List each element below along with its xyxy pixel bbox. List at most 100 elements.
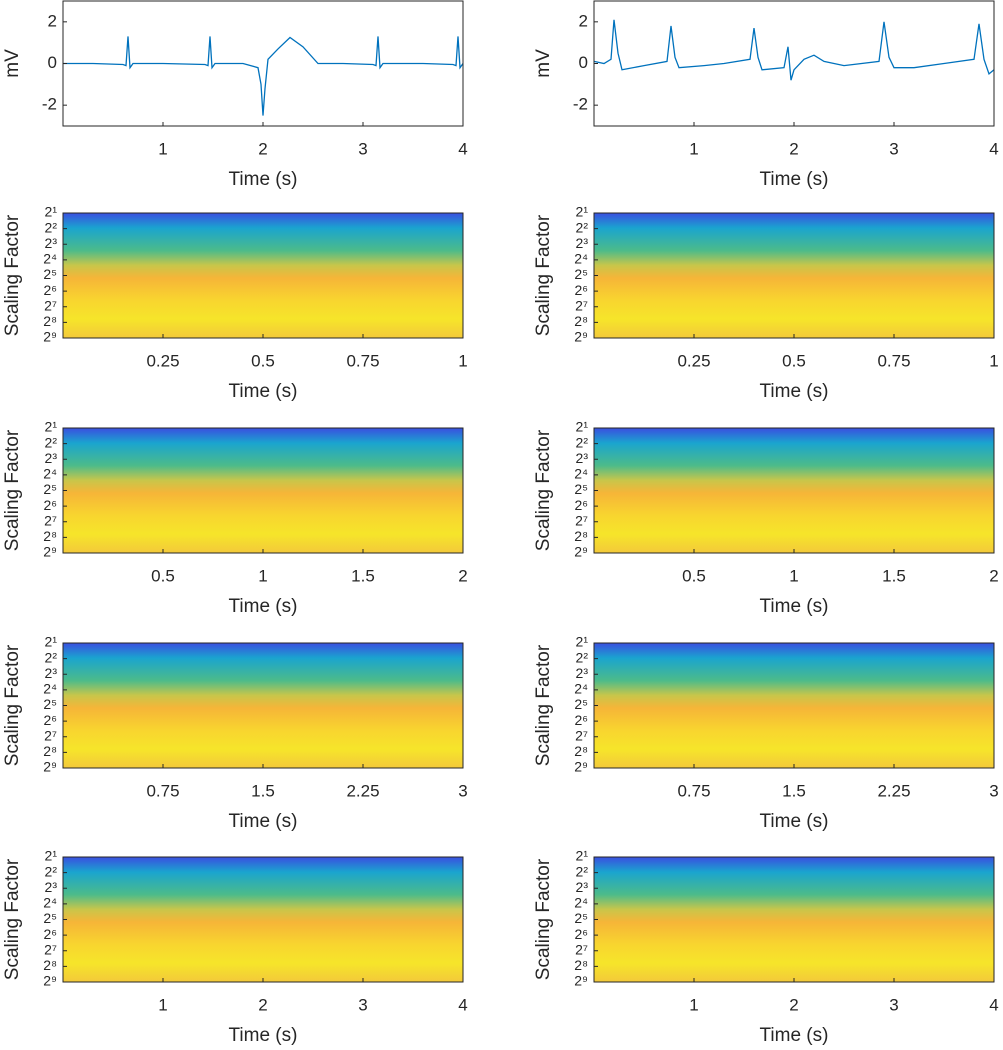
x-tick-label: 1.5 [782, 781, 806, 800]
y-axis-label: Scaling Factor [533, 858, 554, 980]
x-tick-label: 1 [158, 995, 167, 1014]
y-tick-label: 2⁶ [43, 712, 57, 728]
y-tick-label: 2⁷ [44, 297, 57, 313]
y-tick-label: 2³ [576, 879, 589, 895]
y-tick-label: 2¹ [576, 634, 589, 650]
x-tick-label: 4 [989, 139, 998, 158]
y-tick-label: 2⁹ [43, 759, 57, 775]
y-tick-label: 2² [45, 219, 58, 235]
y-axis-label: Scaling Factor [2, 214, 23, 336]
x-axis-label: Time (s) [760, 169, 829, 190]
y-tick-label: 2⁵ [574, 696, 588, 712]
y-tick-label: 2² [45, 649, 58, 665]
y-tick-label: 2² [576, 434, 589, 450]
x-tick-label: 0.25 [677, 351, 710, 370]
scalogram-image [63, 428, 463, 553]
y-tick-label: 2⁵ [574, 481, 588, 497]
x-tick-label: 3 [458, 781, 467, 800]
y-tick-label: 2⁵ [43, 266, 57, 282]
scalogram-image [594, 857, 994, 982]
y-tick-label: 2⁶ [574, 497, 588, 513]
y-tick-label: 2⁸ [43, 957, 57, 973]
scalogram-image [63, 643, 463, 768]
x-tick-label: 1 [458, 351, 467, 370]
y-tick-label: 2² [45, 434, 58, 450]
y-tick-label: 2⁹ [574, 544, 588, 560]
x-axis-label: Time (s) [760, 811, 829, 832]
y-tick-label: 2³ [45, 450, 58, 466]
scalogram-image [594, 428, 994, 553]
y-tick-label: 2⁹ [574, 973, 588, 989]
x-axis-label: Time (s) [229, 169, 298, 190]
y-tick-label: 2⁶ [574, 282, 588, 298]
y-axis-label: Scaling Factor [533, 644, 554, 766]
y-tick-label: 2⁶ [43, 497, 57, 513]
y-tick-label: 2¹ [45, 634, 58, 650]
signal-line [593, 19, 995, 81]
y-tick-label: 2⁷ [575, 941, 588, 957]
x-tick-label: 3 [889, 139, 898, 158]
y-tick-label: 2⁵ [43, 910, 57, 926]
x-tick-label: 0.5 [151, 566, 175, 585]
y-tick-label: 2² [576, 219, 589, 235]
y-tick-label: 2⁴ [574, 681, 588, 697]
y-tick-label: 2⁵ [574, 266, 588, 282]
y-tick-label: 2³ [45, 235, 58, 251]
y-tick-label: 2⁴ [43, 251, 57, 267]
x-tick-label: 1 [989, 351, 998, 370]
x-tick-label: 3 [358, 139, 367, 158]
y-axis-label: Scaling Factor [2, 644, 23, 766]
x-tick-label: 1 [689, 995, 698, 1014]
y-tick-label: 2⁸ [43, 743, 57, 759]
y-tick-label: 2⁴ [574, 895, 588, 911]
y-tick-label: 2⁷ [44, 512, 57, 528]
x-tick-label: 1 [789, 566, 798, 585]
x-tick-label: 3 [989, 781, 998, 800]
y-tick-label: 2⁴ [43, 681, 57, 697]
y-tick-label: 2⁸ [574, 313, 588, 329]
y-tick-label: 2² [576, 863, 589, 879]
y-tick-label: 2⁵ [43, 481, 57, 497]
y-tick-label: 2⁹ [574, 759, 588, 775]
x-tick-label: 4 [989, 995, 998, 1014]
y-tick-label: 2⁸ [574, 957, 588, 973]
x-axis-label: Time (s) [229, 381, 298, 402]
y-tick-label: 2⁵ [43, 696, 57, 712]
y-tick-label: 2⁸ [574, 743, 588, 759]
x-tick-label: 2.25 [346, 781, 379, 800]
x-tick-label: 2 [789, 995, 798, 1014]
y-tick-label: 0 [579, 53, 588, 72]
y-axis-label: Scaling Factor [533, 429, 554, 551]
y-tick-label: 2⁹ [43, 544, 57, 560]
x-tick-label: 1.5 [251, 781, 275, 800]
y-axis-label: mV [2, 49, 23, 78]
x-tick-label: 2 [989, 566, 998, 585]
y-tick-label: 2² [45, 863, 58, 879]
x-tick-label: 0.75 [146, 781, 179, 800]
y-tick-label: 2³ [576, 235, 589, 251]
y-axis-label: mV [533, 49, 554, 78]
y-tick-label: 2¹ [45, 848, 58, 864]
x-tick-label: 0.75 [346, 351, 379, 370]
y-tick-label: 2⁶ [574, 712, 588, 728]
x-axis-label: Time (s) [760, 381, 829, 402]
y-tick-label: 2⁷ [44, 727, 57, 743]
y-tick-label: 2³ [576, 665, 589, 681]
y-tick-label: 2¹ [576, 848, 589, 864]
x-tick-label: 1 [158, 139, 167, 158]
signal-line [63, 36, 464, 116]
y-tick-label: 2⁴ [574, 251, 588, 267]
y-axis-label: Scaling Factor [2, 429, 23, 551]
y-tick-label: 2⁷ [575, 297, 588, 313]
y-tick-label: -2 [573, 95, 588, 114]
x-axis-label: Time (s) [760, 596, 829, 617]
x-tick-label: 4 [458, 139, 467, 158]
x-tick-label: 2 [258, 995, 267, 1014]
y-tick-label: 2⁹ [43, 329, 57, 345]
y-tick-label: 2⁷ [575, 727, 588, 743]
y-tick-label: 2⁸ [43, 528, 57, 544]
x-axis-label: Time (s) [229, 1025, 298, 1046]
y-tick-label: 2¹ [45, 419, 58, 435]
y-tick-label: 2⁶ [43, 926, 57, 942]
